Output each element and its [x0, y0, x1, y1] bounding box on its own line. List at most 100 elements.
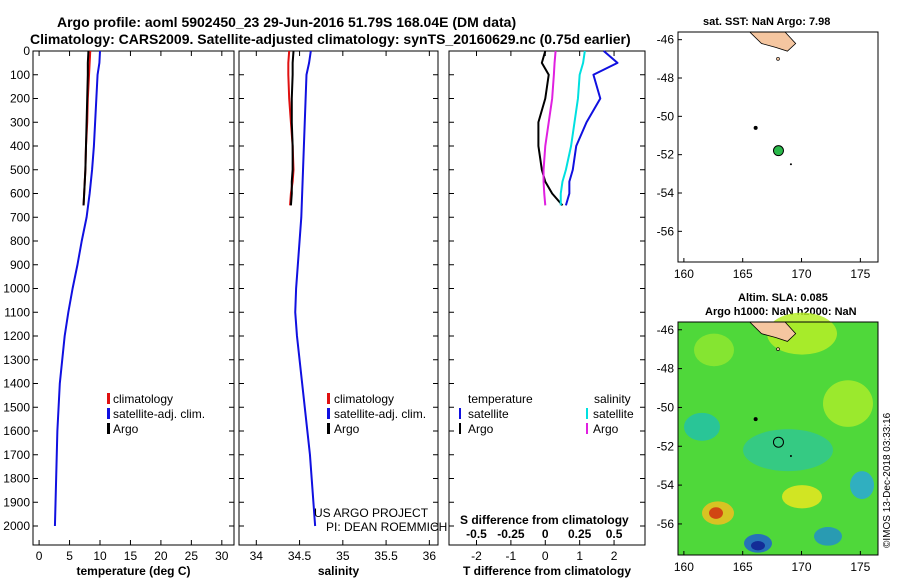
- legend-climatology-swatch: [327, 393, 330, 404]
- y-tick-label: 600: [10, 187, 30, 201]
- land-auckland-islands: [753, 417, 758, 422]
- argo-position-marker: [772, 436, 784, 448]
- lat-tick-label: -52: [657, 148, 675, 162]
- legend-satellite-swatch: [107, 408, 110, 419]
- y-tick-label: 700: [10, 210, 30, 224]
- lon-tick-label: 160: [674, 560, 694, 574]
- project-annotation: US ARGO PROJECT: [314, 506, 429, 520]
- s-tick-label: 0.25: [568, 527, 592, 541]
- lon-tick-label: 165: [733, 560, 753, 574]
- s-tick-label: 0.5: [606, 527, 623, 541]
- legend-salinity-header: salinity: [594, 392, 631, 406]
- salinity-legend: climatology satellite-adj. clim. Argo US…: [314, 392, 447, 534]
- series-line-satellite-adj-clim-: [294, 50, 317, 527]
- lat-tick-label: -52: [657, 439, 675, 453]
- lat-tick-label: -50: [657, 400, 675, 414]
- x-tick-label: 10: [93, 549, 107, 563]
- y-tick-label: 500: [10, 163, 30, 177]
- sla-map-title-line2: Argo h1000: NaN h2000: NaN: [705, 306, 857, 318]
- x-tick-label: 35.5: [374, 549, 398, 563]
- figure-title-line2: Climatology: CARS2009. Satellite-adjuste…: [30, 31, 631, 47]
- legend-climatology-swatch: [107, 393, 110, 404]
- lon-tick-label: 165: [733, 267, 753, 281]
- legend-climatology: climatology: [113, 392, 173, 406]
- sst-map: -46 -48 -50 -52 -54 -56 160 165 170 175: [657, 31, 879, 281]
- y-tick-label: 1200: [3, 329, 30, 343]
- x-tick-label: 15: [124, 549, 138, 563]
- y-tick-label: 0: [23, 44, 30, 58]
- legend-s-satellite-swatch: [586, 408, 588, 419]
- plot-frame: [32, 50, 235, 546]
- sla-anomaly-blob: [850, 471, 874, 500]
- pi-annotation: PI: DEAN ROEMMICH: [326, 520, 447, 534]
- legend-s-argo: Argo: [593, 422, 619, 436]
- legend-t-argo-swatch: [459, 423, 461, 434]
- lat-tick-label: -56: [657, 517, 675, 531]
- legend-t-satellite: satellite: [468, 407, 509, 421]
- x-tick-label: 1: [576, 549, 583, 563]
- temperature-panel: 0100200300400500600700800900100011001200…: [3, 44, 235, 578]
- legend-satellite-swatch: [327, 408, 330, 419]
- series-line-s-argo: [542, 50, 557, 206]
- y-tick-label: 1600: [3, 424, 30, 438]
- legend-argo: Argo: [334, 422, 360, 436]
- sla-map: -46 -48 -50 -52 -54 -56 160 165 170 175: [657, 312, 879, 574]
- x-axis-label: salinity: [318, 564, 360, 578]
- y-tick-label: 1800: [3, 472, 30, 486]
- series-line-satellite-adj-clim-: [53, 50, 101, 527]
- s-difference-label: S difference from climatology: [460, 513, 629, 527]
- lat-tick-label: -54: [657, 186, 675, 200]
- x-axis-label: T difference from climatology: [463, 564, 631, 578]
- legend-satellite-adj: satellite-adj. clim.: [334, 407, 426, 421]
- series-line-argo: [289, 50, 295, 206]
- difference-panel: -2 -1 0 1 2T difference from climatology -0.5…: [448, 50, 646, 578]
- sla-anomaly-blob: [684, 412, 720, 441]
- figure-title-line1: Argo profile: aoml 5902450_23 29-Jun-201…: [57, 14, 516, 30]
- lon-tick-label: 170: [792, 560, 812, 574]
- series-line-s-satellite: [559, 50, 586, 206]
- series-line-argo: [82, 50, 90, 206]
- x-tick-label: 36: [423, 549, 437, 563]
- difference-legend: temperature salinity satellite Argo sate…: [459, 392, 634, 527]
- series-line-t-satellite: [564, 50, 619, 206]
- x-tick-label: 0: [36, 549, 43, 563]
- s-tick-label: -0.25: [497, 527, 525, 541]
- sla-anomaly-blob: [751, 541, 765, 551]
- legend-climatology: climatology: [334, 392, 394, 406]
- plot-frame: [448, 50, 646, 546]
- x-tick-label: 34.5: [288, 549, 312, 563]
- y-tick-label: 900: [10, 258, 30, 272]
- land-stewart-island: [776, 347, 780, 351]
- temperature-legend: climatology satellite-adj. clim. Argo: [107, 392, 205, 436]
- map-frame: [677, 321, 879, 556]
- legend-s-argo-swatch: [586, 423, 588, 434]
- imos-watermark: ©IMOS 13-Dec-2018 03:33:16: [882, 412, 893, 548]
- y-tick-label: 1000: [3, 282, 30, 296]
- x-tick-label: 35: [336, 549, 350, 563]
- y-tick-label: 1300: [3, 353, 30, 367]
- x-axis-label: temperature (deg C): [76, 564, 190, 578]
- y-tick-label: 800: [10, 234, 30, 248]
- y-tick-label: 1700: [3, 448, 30, 462]
- sla-anomaly-blob: [814, 527, 842, 546]
- sla-anomaly-blob: [782, 485, 822, 509]
- land-campbell-island: [789, 454, 792, 457]
- x-tick-label: 30: [215, 549, 229, 563]
- y-tick-label: 2000: [3, 519, 30, 533]
- x-tick-label: 0: [542, 549, 549, 563]
- salinity-panel: 34 34.5 35 35.5 36 salinity: [238, 50, 439, 578]
- land-stewart-island: [776, 57, 780, 61]
- x-tick-label: 5: [66, 549, 73, 563]
- legend-argo: Argo: [113, 422, 139, 436]
- legend-t-argo: Argo: [468, 422, 494, 436]
- lon-tick-label: 170: [792, 267, 812, 281]
- lat-tick-label: -46: [657, 323, 675, 337]
- argo-position-marker: [772, 145, 784, 157]
- sla-map-title-line1: Altim. SLA: 0.085: [738, 292, 828, 304]
- legend-s-satellite: satellite: [593, 407, 634, 421]
- x-tick-label: 20: [154, 549, 168, 563]
- plot-frame: [238, 50, 439, 546]
- series-line-t-argo: [537, 50, 564, 207]
- lat-tick-label: -56: [657, 224, 675, 238]
- s-tick-label: -0.5: [466, 527, 487, 541]
